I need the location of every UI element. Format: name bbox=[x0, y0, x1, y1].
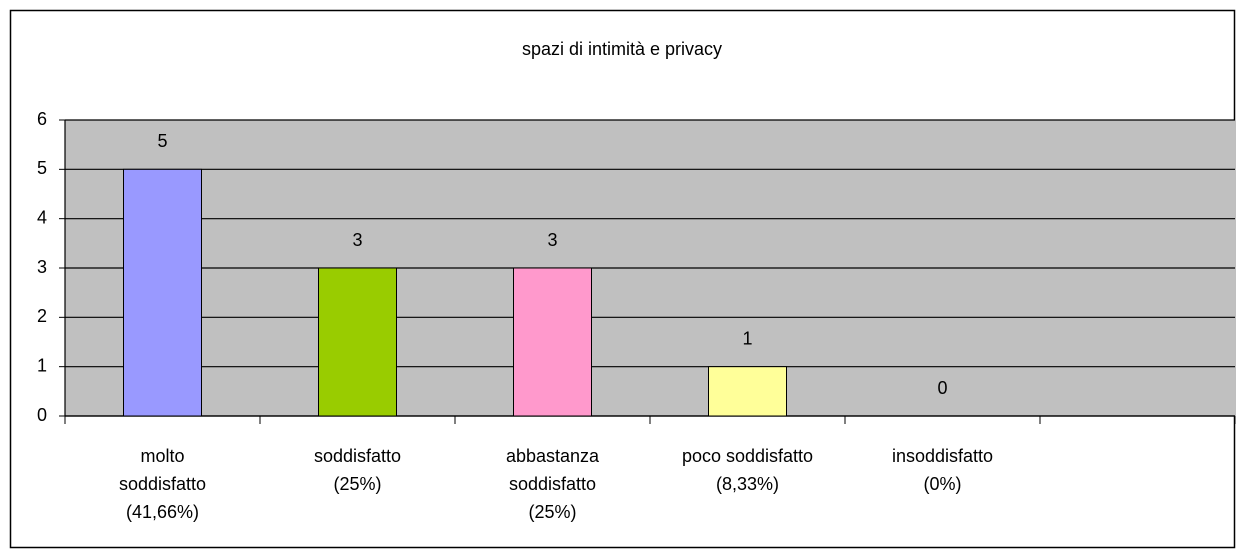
bar bbox=[318, 267, 397, 417]
y-tick-label: 4 bbox=[37, 207, 47, 227]
x-tick-label: abbastanza soddisfatto (25%) bbox=[505, 446, 600, 522]
y-tick-label: 6 bbox=[37, 109, 47, 129]
x-tick-label: soddisfatto (25%) bbox=[313, 446, 402, 494]
data-label: 0 bbox=[937, 378, 947, 398]
x-tick-label: poco soddisfatto (8,33%) bbox=[681, 446, 814, 494]
data-label: 5 bbox=[157, 131, 167, 151]
chart-title: spazi di intimità e privacy bbox=[522, 39, 722, 59]
y-tick-label: 2 bbox=[37, 306, 47, 326]
y-tick-label: 3 bbox=[37, 257, 47, 277]
bar bbox=[123, 168, 202, 417]
x-tick-label: molto soddisfatto (41,66%) bbox=[118, 446, 207, 522]
y-tick-label: 0 bbox=[37, 405, 47, 425]
x-tick-label: insoddisfatto (0%) bbox=[891, 446, 994, 494]
data-label: 3 bbox=[547, 230, 557, 250]
y-tick-label: 5 bbox=[37, 158, 47, 178]
bar bbox=[513, 267, 592, 417]
y-tick-label: 1 bbox=[37, 355, 47, 375]
bar bbox=[708, 366, 787, 417]
data-label: 3 bbox=[352, 230, 362, 250]
data-label: 1 bbox=[742, 328, 752, 348]
